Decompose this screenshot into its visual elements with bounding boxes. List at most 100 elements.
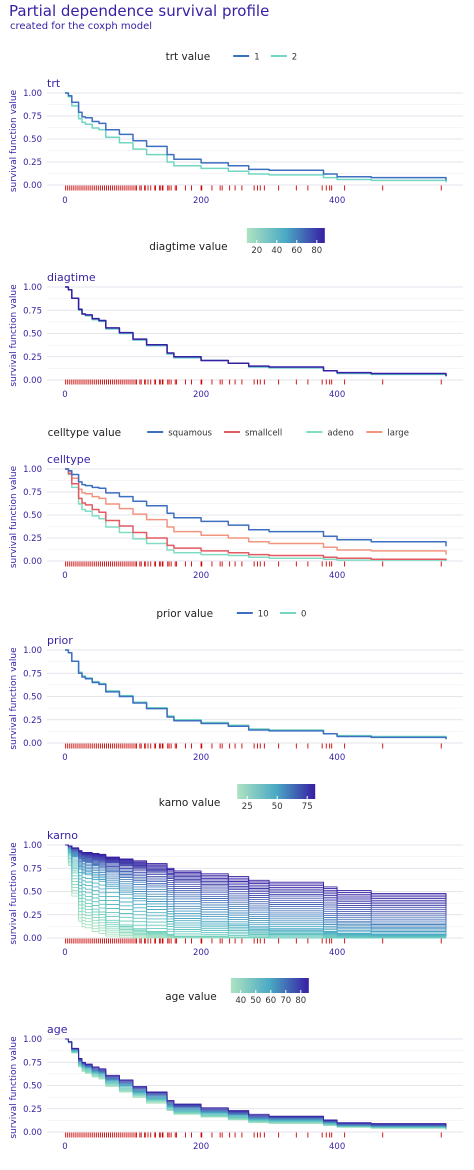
legend-title: trt value xyxy=(166,51,211,63)
rug xyxy=(65,743,442,749)
y-tick-label: 0.50 xyxy=(23,693,42,703)
y-tick-label: 1.00 xyxy=(23,465,42,475)
y-tick-label: 1.00 xyxy=(23,89,42,99)
y-tick-label: 0.25 xyxy=(23,353,42,363)
panel-name: karno xyxy=(47,829,78,842)
series-line xyxy=(65,468,447,555)
series-line xyxy=(65,468,447,561)
y-axis-label: survival function value xyxy=(9,842,19,945)
x-tick-label: 200 xyxy=(193,753,209,763)
rug xyxy=(65,938,442,944)
panel-name: prior xyxy=(47,634,73,647)
y-tick-label: 0.50 xyxy=(23,1082,42,1092)
y-tick-label: 0.25 xyxy=(23,911,42,921)
series-group xyxy=(65,286,447,377)
panel-name: trt xyxy=(47,77,61,90)
y-tick-label: 0.00 xyxy=(23,376,42,386)
x-tick-label: 0 xyxy=(62,753,67,763)
x-tick-label: 0 xyxy=(62,571,67,581)
y-tick-label: 0.50 xyxy=(23,135,42,145)
x-tick-label: 0 xyxy=(62,1142,67,1152)
series-group xyxy=(65,649,447,740)
legend-label: large xyxy=(387,429,409,439)
y-tick-label: 0.25 xyxy=(23,158,42,168)
series-line xyxy=(65,92,447,183)
y-tick-label: 1.00 xyxy=(23,283,42,293)
legend-trt: trt value 1 2 xyxy=(166,51,298,63)
x-tick-label: 0 xyxy=(62,196,67,206)
legend-title: prior value xyxy=(156,608,213,620)
legend-label: 2 xyxy=(292,53,297,63)
legend-title: diagtime value xyxy=(149,241,227,253)
series-line xyxy=(65,649,447,740)
legend-label: 10 xyxy=(258,610,269,620)
legend-colorbar xyxy=(230,978,309,993)
y-tick-label: 0.75 xyxy=(23,306,42,316)
legend-karno: karno value 25 50 75 xyxy=(159,784,316,812)
panel-prior: prior value 10 0 prior 0.00 0.25 0.50 0.75 1.00 s… xyxy=(9,608,463,763)
y-tick-label: 1.00 xyxy=(23,841,42,851)
y-axis-label: survival function value xyxy=(9,89,19,192)
y-tick-label: 1.00 xyxy=(23,1035,42,1045)
y-tick-label: 0.25 xyxy=(23,534,42,544)
legend-title: age value xyxy=(165,991,217,1003)
y-axis-label: survival function value xyxy=(9,465,19,568)
rug xyxy=(65,379,442,385)
series-line xyxy=(65,844,447,934)
series-line xyxy=(65,649,447,740)
y-axis-label: survival function value xyxy=(9,1036,19,1139)
panel-diagtime: diagtime value 20 40 60 80 diagtime 0.00 0.25 0.… xyxy=(9,228,463,400)
panel-celltype: celltype value squamous smallcell adeno larg… xyxy=(9,427,463,581)
series-line xyxy=(65,844,447,899)
panel-name: celltype xyxy=(47,453,91,466)
x-tick-label: 200 xyxy=(193,196,209,206)
y-tick-label: 1.00 xyxy=(23,646,42,656)
series-line xyxy=(65,92,447,181)
legend-colorbar xyxy=(237,784,316,799)
legend-tick-label: 80 xyxy=(311,246,322,256)
y-tick-label: 0.00 xyxy=(23,181,42,191)
series-group xyxy=(65,1038,447,1131)
legend-tick-label: 50 xyxy=(250,996,261,1006)
series-group xyxy=(65,844,447,939)
legend-colorbar xyxy=(246,228,325,243)
y-tick-label: 0.00 xyxy=(23,1128,42,1138)
x-tick-label: 200 xyxy=(193,390,209,400)
series-line xyxy=(65,844,447,912)
series-line xyxy=(65,1038,447,1127)
legend-label: squamous xyxy=(168,429,212,439)
y-tick-label: 0.75 xyxy=(23,1058,42,1068)
panel-age: age value 40 50 60 70 80 age 0.00 0.25 0.50 0.75 1.… xyxy=(9,978,463,1152)
chart-title: Partial dependence survival profile xyxy=(9,2,270,20)
chart-subtitle: created for the coxph model xyxy=(10,21,153,32)
y-tick-label: 0.75 xyxy=(23,669,42,679)
y-tick-label: 0.25 xyxy=(23,1105,42,1115)
x-tick-label: 0 xyxy=(62,390,67,400)
legend-label: 0 xyxy=(301,610,306,620)
x-tick-label: 0 xyxy=(62,948,67,958)
y-tick-label: 0.50 xyxy=(23,330,42,340)
series-line xyxy=(65,468,447,561)
series-line xyxy=(65,286,447,377)
series-line xyxy=(65,844,446,939)
x-tick-label: 400 xyxy=(329,390,345,400)
x-tick-label: 400 xyxy=(329,948,345,958)
series-line xyxy=(65,468,447,547)
legend-title: karno value xyxy=(159,797,221,809)
legend-age: age value 40 50 60 70 80 xyxy=(165,978,309,1006)
legend-tick-label: 20 xyxy=(251,246,262,256)
panel-trt: trt value 1 2 trt 0.00 0.25 0.50 0.75 1.00 surviv… xyxy=(9,51,463,206)
panel-karno: karno value 25 50 75 karno 0.00 0.25 0.50 0.75 1.… xyxy=(9,784,463,958)
legend-tick-label: 25 xyxy=(242,802,253,812)
x-tick-label: 200 xyxy=(193,1142,209,1152)
series-line xyxy=(65,286,447,377)
series-line xyxy=(65,844,447,913)
y-tick-label: 0.75 xyxy=(23,112,42,122)
y-axis-label: survival function value xyxy=(9,284,19,387)
rug xyxy=(65,1132,442,1138)
legend-tick-label: 70 xyxy=(280,996,291,1006)
legend-title: celltype value xyxy=(48,427,122,439)
x-tick-label: 200 xyxy=(193,571,209,581)
legend-celltype: celltype value squamous smallcell adeno larg… xyxy=(48,427,409,439)
x-tick-label: 400 xyxy=(329,753,345,763)
